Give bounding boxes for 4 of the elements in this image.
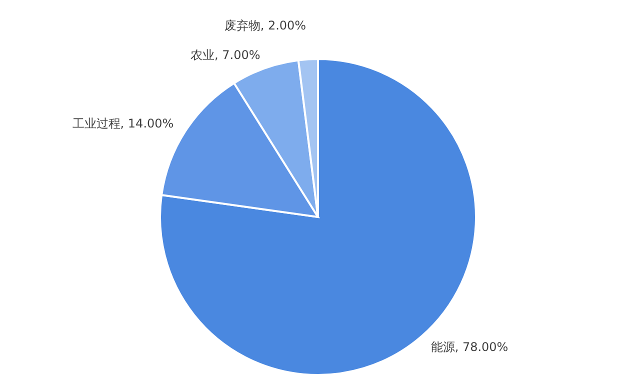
slice-label: 能源, 78.00% xyxy=(430,340,508,354)
slice-label: 工业过程, 14.00% xyxy=(72,116,174,130)
slice-label: 农业, 7.00% xyxy=(190,48,260,62)
slice-label: 废弃物, 2.00% xyxy=(224,18,306,32)
